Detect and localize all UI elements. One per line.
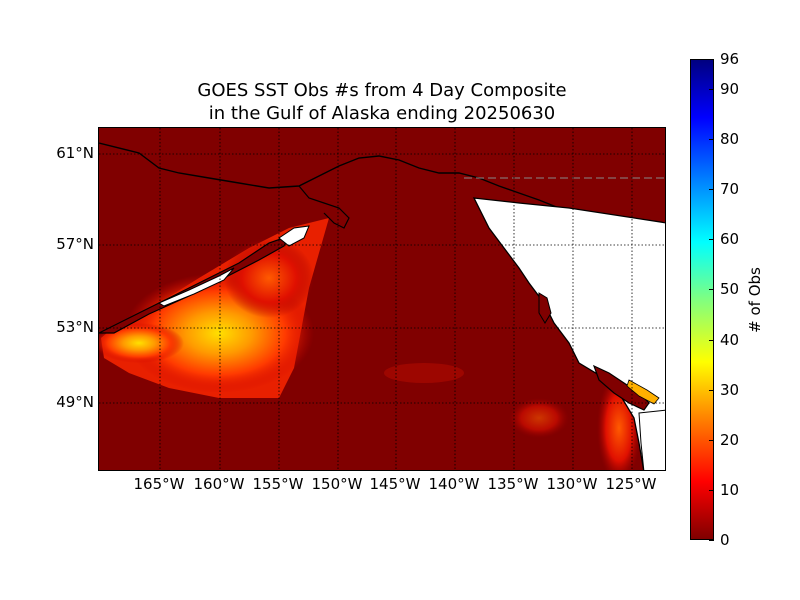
- hot-west-edge: [99, 323, 184, 363]
- colorbar-tick-label: 90: [720, 80, 740, 99]
- title-line-2: in the Gulf of Alaska ending 20250630: [208, 103, 556, 124]
- lat-label-57: 57°N: [56, 235, 94, 253]
- lon-label-125: 125°W: [605, 475, 657, 493]
- colorbar-tick-mark: [709, 289, 714, 290]
- lat-label-53: 53°N: [56, 318, 94, 336]
- lon-label-150: 150°W: [311, 475, 363, 493]
- colorbar-tick-label: 40: [720, 330, 740, 349]
- sst-map: [98, 127, 666, 471]
- colorbar-tick-mark: [709, 540, 714, 541]
- lon-label-155: 155°W: [252, 475, 304, 493]
- lon-label-165: 165°W: [133, 475, 185, 493]
- colorbar-tick-label: 70: [720, 180, 740, 199]
- colorbar-tick-label: 60: [720, 230, 740, 249]
- strait-warm-patch: [626, 379, 660, 405]
- peninsula-land-white: [157, 267, 235, 307]
- colorbar-tick-label: 30: [720, 380, 740, 399]
- colorbar-tick-mark: [709, 189, 714, 190]
- lat-label-49: 49°N: [56, 393, 94, 411]
- colorbar-tick-mark: [709, 340, 714, 341]
- lon-label-140: 140°W: [428, 475, 480, 493]
- colorbar-tick-label: 50: [720, 280, 740, 299]
- cook-inlet-coast: [298, 185, 350, 229]
- colorbar-tick-mark: [709, 89, 714, 90]
- colorbar-tick-label: 20: [720, 430, 740, 449]
- lon-label-130: 130°W: [546, 475, 598, 493]
- colorbar-tick-mark: [709, 440, 714, 441]
- kodiak-land: [278, 225, 310, 247]
- gridlines: [99, 128, 665, 470]
- lon-label-135: 135°W: [487, 475, 539, 493]
- colorbar-tick-label: 96: [720, 50, 740, 68]
- colorbar-tick-mark: [709, 59, 714, 60]
- colorbar: [690, 59, 714, 540]
- colorbar-tick-label: 10: [720, 480, 740, 499]
- map-svg: [99, 128, 665, 470]
- lon-label-160: 160°W: [193, 475, 245, 493]
- colorbar-tick-mark: [709, 139, 714, 140]
- haida-gwaii: [538, 292, 552, 324]
- colorbar-tick-label: 80: [720, 130, 740, 149]
- mid-streak: [384, 363, 464, 383]
- chart-title: GOES SST Obs #s from 4 Day Composite in …: [98, 79, 666, 125]
- colorbar-tick-mark: [709, 490, 714, 491]
- north-red-wedge: [519, 128, 665, 223]
- vancouver-island: [592, 364, 650, 411]
- lon-label-145: 145°W: [369, 475, 421, 493]
- title-line-1: GOES SST Obs #s from 4 Day Composite: [197, 80, 567, 101]
- central-warm-patch: [509, 398, 569, 438]
- colorbar-tick-mark: [709, 390, 714, 391]
- colorbar-tick-label: 0: [720, 531, 730, 549]
- lat-label-61: 61°N: [56, 144, 94, 162]
- colorbar-label: # of Obs: [746, 267, 764, 333]
- colorbar-tick-mark: [709, 239, 714, 240]
- washington-land: [638, 409, 665, 470]
